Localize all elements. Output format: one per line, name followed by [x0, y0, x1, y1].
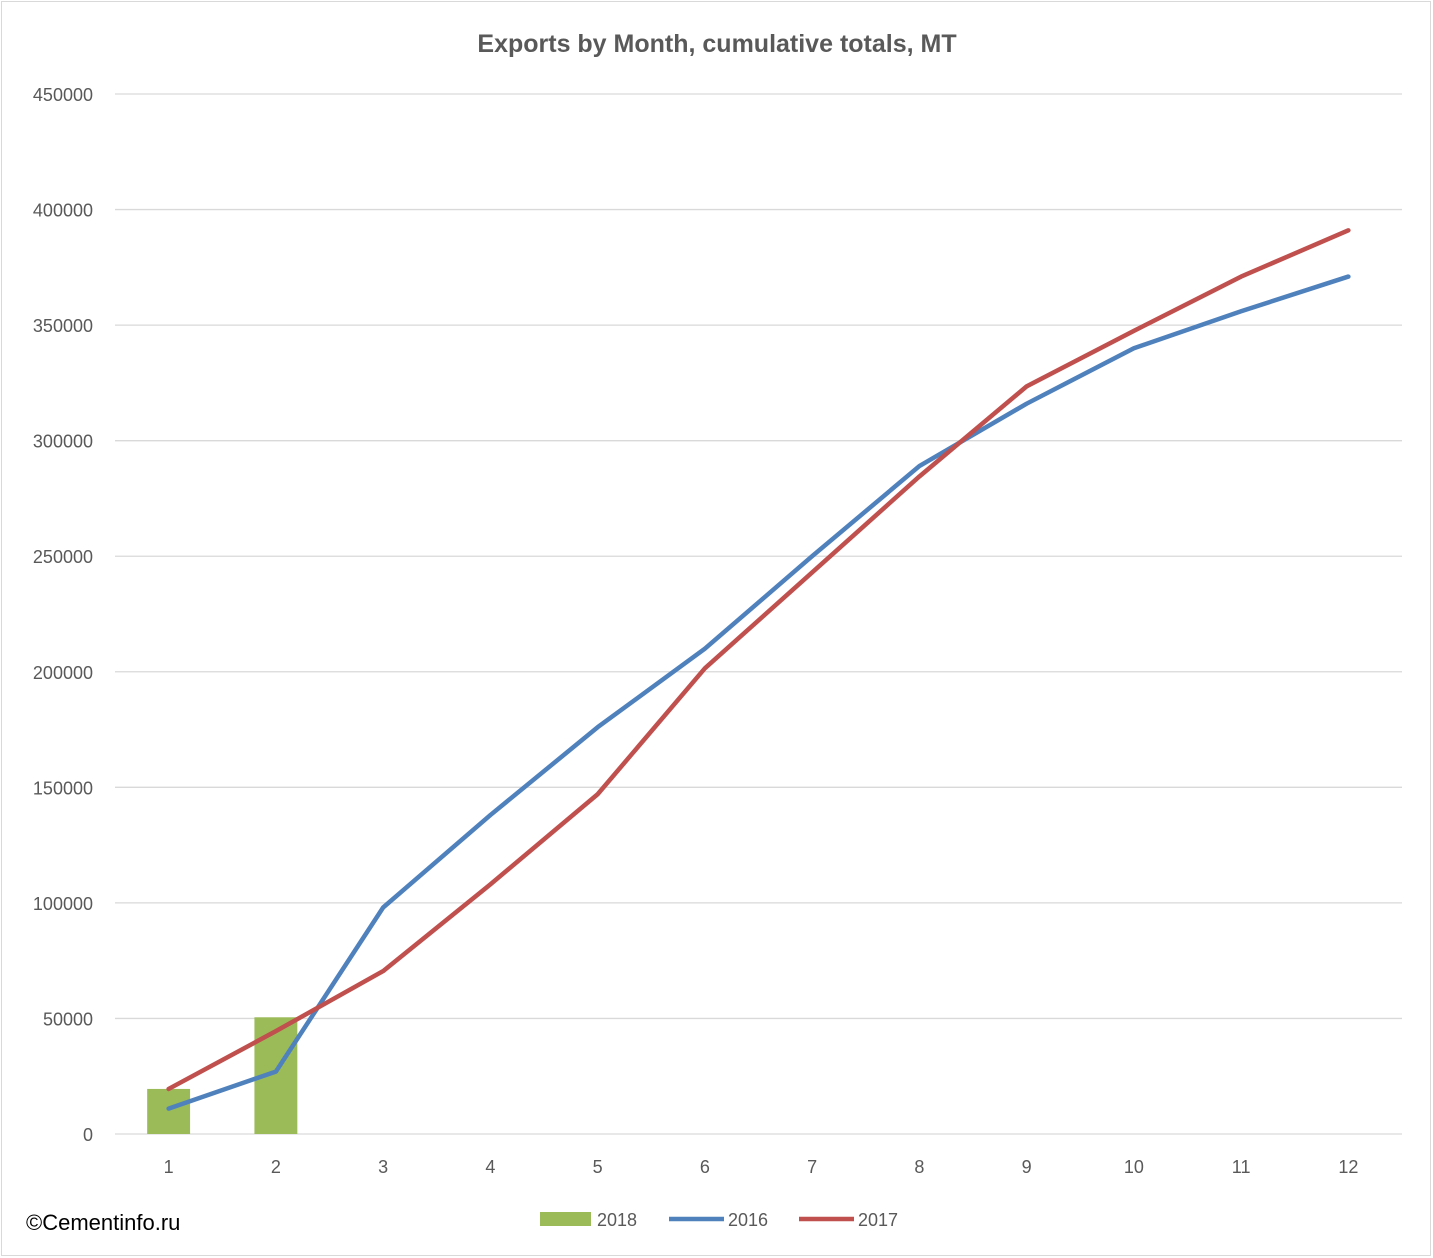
y-tick-label: 200000: [33, 663, 93, 683]
bar-series-group: [147, 1017, 298, 1134]
x-tick-label: 9: [1022, 1157, 1032, 1177]
y-tick-label: 0: [83, 1125, 93, 1145]
x-tick-label: 4: [485, 1157, 495, 1177]
y-tick-label: 400000: [33, 201, 93, 221]
x-tick-label: 10: [1124, 1157, 1144, 1177]
y-tick-label: 350000: [33, 316, 93, 336]
x-tick-label: 6: [700, 1157, 710, 1177]
x-tick-label: 2: [271, 1157, 281, 1177]
x-tick-label: 5: [593, 1157, 603, 1177]
legend-label-2018: 2018: [597, 1210, 637, 1230]
x-axis-tick-labels: 1 2 3 4 5 6 7 8 9 10 11 12: [164, 1157, 1359, 1177]
y-tick-label: 300000: [33, 432, 93, 452]
x-tick-label: 7: [807, 1157, 817, 1177]
y-axis-tick-labels: 0 50000 100000 150000 200000 250000 300000 3500…: [33, 85, 93, 1145]
legend: 2018 2016 2017: [540, 1210, 898, 1230]
y-tick-label: 250000: [33, 547, 93, 567]
watermark-text: ©Cementinfo.ru: [26, 1210, 180, 1235]
chart-title: Exports by Month, cumulative totals, MT: [477, 30, 956, 58]
line-series-2017: [166, 228, 1351, 1092]
legend-label-2017: 2017: [858, 1210, 898, 1230]
x-tick-label: 12: [1338, 1157, 1358, 1177]
bar-2018-1: [147, 1088, 191, 1134]
line-series-2016: [166, 274, 1351, 1111]
y-tick-label: 450000: [33, 85, 93, 105]
y-tick-label: 50000: [43, 1009, 93, 1029]
y-tick-label: 150000: [33, 778, 93, 798]
line-series-group: [166, 228, 1351, 1111]
y-tick-label: 100000: [33, 894, 93, 914]
x-tick-label: 1: [164, 1157, 174, 1177]
gridlines: [115, 93, 1402, 1135]
legend-label-2016: 2016: [728, 1210, 768, 1230]
legend-swatch-2018: [540, 1212, 591, 1226]
x-tick-label: 3: [378, 1157, 388, 1177]
x-tick-label: 8: [914, 1157, 924, 1177]
x-tick-label: 11: [1232, 1157, 1251, 1177]
